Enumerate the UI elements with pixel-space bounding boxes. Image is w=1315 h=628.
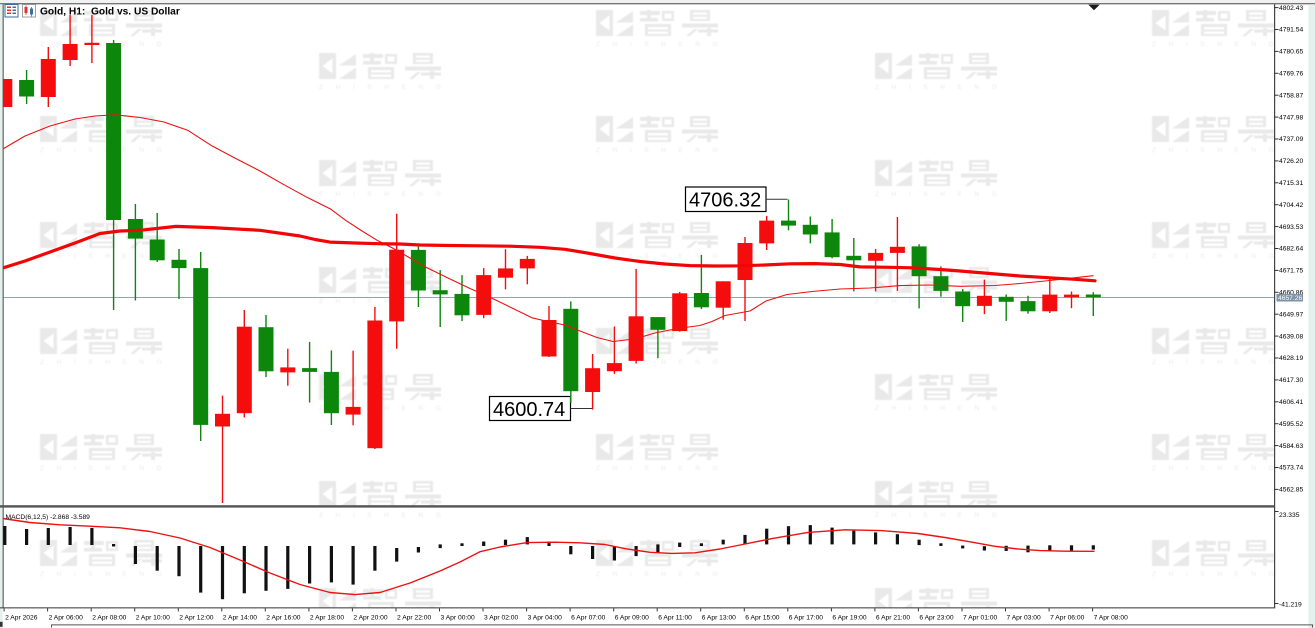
svg-text:2 Apr 06:00: 2 Apr 06:00	[49, 614, 83, 621]
svg-text:4726.20: 4726.20	[1279, 158, 1303, 165]
svg-text:2 Apr 08:00: 2 Apr 08:00	[92, 614, 126, 621]
svg-text:4747.98: 4747.98	[1279, 114, 1303, 121]
svg-text:4758.87: 4758.87	[1279, 92, 1303, 99]
svg-text:4802.43: 4802.43	[1279, 5, 1303, 12]
svg-text:Gold, H1: Gold vs. US Dollar: Gold, H1: Gold vs. US Dollar	[40, 6, 180, 17]
svg-text:4595.52: 4595.52	[1279, 421, 1303, 428]
svg-text:4769.76: 4769.76	[1279, 71, 1303, 78]
svg-text:2 Apr 16:00: 2 Apr 16:00	[266, 614, 300, 621]
svg-text:2 Apr 12:00: 2 Apr 12:00	[179, 614, 213, 621]
svg-text:7 Apr 08:00: 7 Apr 08:00	[1094, 614, 1128, 621]
svg-text:7 Apr 01:00: 7 Apr 01:00	[963, 614, 997, 621]
svg-text:4715.31: 4715.31	[1279, 180, 1303, 187]
svg-text:4600.74: 4600.74	[493, 399, 565, 421]
svg-text:6 Apr 21:00: 6 Apr 21:00	[876, 614, 910, 621]
svg-text:2 Apr 22:00: 2 Apr 22:00	[397, 614, 431, 621]
svg-text:2 Apr 18:00: 2 Apr 18:00	[310, 614, 344, 621]
svg-text:4584.63: 4584.63	[1279, 443, 1303, 450]
svg-text:4791.54: 4791.54	[1279, 27, 1303, 34]
svg-text:4671.75: 4671.75	[1279, 268, 1303, 275]
svg-text:4706.32: 4706.32	[689, 190, 761, 212]
svg-text:4649.97: 4649.97	[1279, 311, 1303, 318]
svg-text:2 Apr 10:00: 2 Apr 10:00	[136, 614, 170, 621]
svg-text:4780.65: 4780.65	[1279, 49, 1303, 56]
svg-text:4628.19: 4628.19	[1279, 355, 1303, 362]
svg-text:4573.74: 4573.74	[1279, 465, 1303, 472]
svg-text:3 Apr 04:00: 3 Apr 04:00	[528, 614, 562, 621]
svg-text:4693.53: 4693.53	[1279, 224, 1303, 231]
svg-text:6 Apr 09:00: 6 Apr 09:00	[615, 614, 649, 621]
svg-text:4704.42: 4704.42	[1279, 202, 1303, 209]
svg-text:7 Apr 03:00: 7 Apr 03:00	[1007, 614, 1041, 621]
svg-text:6 Apr 19:00: 6 Apr 19:00	[832, 614, 866, 621]
svg-text:3 Apr 00:00: 3 Apr 00:00	[441, 614, 475, 621]
svg-text:4682.64: 4682.64	[1279, 246, 1303, 253]
svg-text:4639.08: 4639.08	[1279, 333, 1303, 340]
svg-text:MACD(6,12,5) -2.868 -3.589: MACD(6,12,5) -2.868 -3.589	[6, 514, 91, 521]
svg-text:3 Apr 02:00: 3 Apr 02:00	[484, 614, 518, 621]
svg-text:4617.30: 4617.30	[1279, 377, 1303, 384]
svg-text:6 Apr 11:00: 6 Apr 11:00	[658, 614, 692, 621]
svg-text:4660.86: 4660.86	[1279, 290, 1303, 297]
svg-text:6 Apr 13:00: 6 Apr 13:00	[702, 614, 736, 621]
svg-text:6 Apr 15:00: 6 Apr 15:00	[745, 614, 779, 621]
svg-text:2 Apr 14:00: 2 Apr 14:00	[223, 614, 257, 621]
svg-text:2 Apr 20:00: 2 Apr 20:00	[353, 614, 387, 621]
svg-text:6 Apr 23:00: 6 Apr 23:00	[919, 614, 953, 621]
svg-text:6 Apr 17:00: 6 Apr 17:00	[789, 614, 823, 621]
svg-text:-41.219: -41.219	[1279, 602, 1302, 609]
svg-text:4606.41: 4606.41	[1279, 399, 1303, 406]
svg-text:7 Apr 06:00: 7 Apr 06:00	[1050, 614, 1084, 621]
svg-text:4737.09: 4737.09	[1279, 136, 1303, 143]
svg-text:23.335: 23.335	[1279, 512, 1300, 519]
svg-text:4562.85: 4562.85	[1279, 487, 1303, 494]
svg-text:4657.26: 4657.26	[1278, 295, 1302, 302]
svg-text:6 Apr 07:00: 6 Apr 07:00	[571, 614, 605, 621]
svg-text:2 Apr 2026: 2 Apr 2026	[5, 614, 38, 621]
